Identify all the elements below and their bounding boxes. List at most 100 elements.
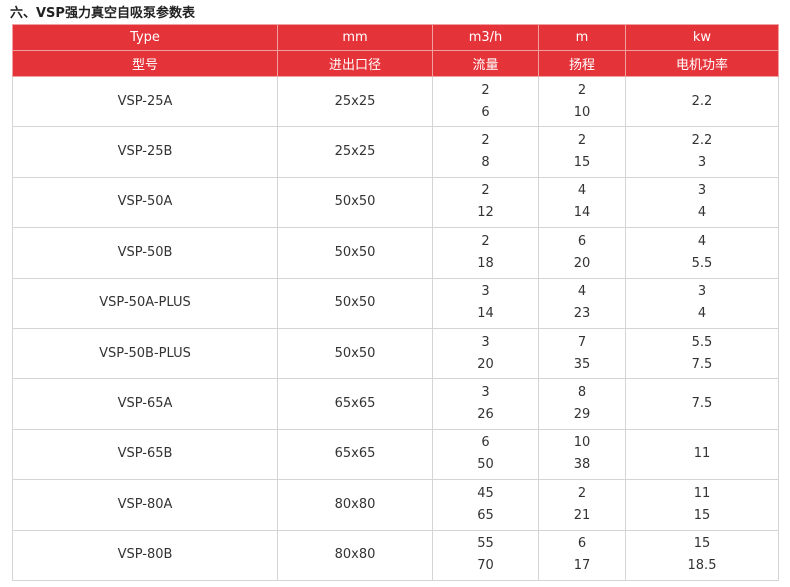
- cell: 3 26: [432, 378, 539, 430]
- cell-line: 3: [697, 155, 707, 171]
- cell-line: VSP-65B: [117, 446, 173, 462]
- cell-line: 7.5: [691, 396, 713, 412]
- cell-line: 2: [577, 133, 587, 149]
- cell: 50x50: [277, 327, 433, 380]
- cell: 50x50: [277, 227, 433, 279]
- cell-line: 65x65: [334, 446, 376, 462]
- cell-line: 65x65: [334, 396, 376, 412]
- cell: 80x80: [277, 479, 433, 531]
- cell-line: 2: [481, 82, 490, 98]
- cell-line: 7.5: [691, 356, 713, 372]
- cell-line: 21: [573, 507, 591, 523]
- cell: VSP-80A: [12, 479, 278, 531]
- cell: 45 65: [432, 479, 539, 531]
- cell-line: 12: [477, 205, 494, 221]
- cell-line: 6: [577, 233, 587, 249]
- cell-line: 3: [481, 385, 490, 401]
- cell-line: 5.5: [691, 334, 713, 350]
- cell-line: 20: [477, 356, 494, 372]
- cell: 2.2 3: [625, 126, 779, 178]
- cell: 7.5: [625, 378, 779, 430]
- cell: 5.5 7.5: [625, 327, 779, 380]
- cell-line: 3: [697, 183, 707, 199]
- cell-line: 10: [573, 435, 591, 451]
- header-cell: m3/h: [432, 24, 539, 51]
- cell: 3 14: [432, 277, 539, 329]
- cell: VSP-65B: [12, 428, 278, 481]
- cell-line: 4: [697, 205, 707, 221]
- cell: 65x65: [277, 378, 433, 430]
- cell: 2 18: [432, 227, 539, 279]
- data-row: VSP-25A 25x25 2 6 2 10 2.2: [12, 75, 779, 128]
- cell-line: 4: [577, 183, 587, 199]
- cell-line: 50: [477, 457, 494, 473]
- cell-line: 26: [477, 407, 494, 423]
- data-row: VSP-65A 65x65 3 26 8 29 7.5: [12, 378, 779, 430]
- cell: VSP-65A: [12, 378, 278, 430]
- cell-line: 35: [573, 356, 591, 372]
- header-cell: 电机功率: [625, 50, 779, 77]
- cell: 2 10: [538, 75, 626, 128]
- cell-line: VSP-80A: [117, 496, 173, 512]
- cell-line: 11: [693, 485, 711, 501]
- cell: 2 12: [432, 176, 539, 229]
- cell-line: 50x50: [334, 244, 376, 260]
- cell-line: 38: [573, 457, 591, 473]
- cell-line: 25x25: [334, 144, 376, 160]
- cell-line: 15: [693, 536, 711, 552]
- cell-line: 2: [481, 183, 490, 199]
- cell: 2 21: [538, 479, 626, 531]
- cell-line: 29: [573, 407, 591, 423]
- cell: 6 20: [538, 227, 626, 279]
- cell: 4 14: [538, 176, 626, 229]
- cell-line: 5.5: [691, 255, 713, 271]
- cell-line: VSP-80B: [117, 547, 173, 563]
- cell-line: 50x50: [334, 194, 376, 210]
- cell-line: 8: [577, 385, 587, 401]
- cell: 3 20: [432, 327, 539, 380]
- cell: VSP-50B: [12, 227, 278, 279]
- title: 六、VSP强力真空自吸泵参数表: [10, 6, 195, 21]
- data-row: VSP-50A 50x50 2 12 4 14 3 4: [12, 176, 779, 229]
- cell-line: 15: [693, 507, 711, 523]
- cell-line: 11: [693, 446, 711, 462]
- cell-line: VSP-65A: [117, 396, 173, 412]
- cell: 50x50: [277, 176, 433, 229]
- cell-line: 6: [481, 435, 490, 451]
- cell: VSP-25A: [12, 75, 278, 128]
- data-row: VSP-25B 25x25 2 8 2 15 2.2 3: [12, 126, 779, 178]
- cell-line: 23: [573, 306, 591, 322]
- header-cell: 扬程: [538, 50, 626, 77]
- cell-line: 80x80: [334, 496, 376, 512]
- cell: VSP-50A: [12, 176, 278, 229]
- cell-line: 10: [573, 104, 591, 120]
- cell-line: 2.2: [691, 133, 713, 149]
- cell-line: 2: [481, 133, 490, 149]
- cell: 6 50: [432, 428, 539, 481]
- cell-line: 4: [697, 306, 707, 322]
- header-cell: 进出口径: [277, 50, 433, 77]
- cell: VSP-50A-PLUS: [12, 277, 278, 329]
- cell-line: VSP-50B: [117, 244, 173, 260]
- cell-line: 2: [577, 485, 587, 501]
- cell-line: 2: [577, 82, 587, 98]
- cell: 4 5.5: [625, 227, 779, 279]
- cell: 8 29: [538, 378, 626, 430]
- cell: VSP-25B: [12, 126, 278, 178]
- cell: 2 15: [538, 126, 626, 178]
- cell: VSP-80B: [12, 529, 278, 581]
- cell: 6 17: [538, 529, 626, 581]
- cell-line: 17: [573, 558, 591, 574]
- cell-line: 7: [577, 334, 587, 350]
- cell-line: VSP-25B: [117, 144, 173, 160]
- cell-line: 50x50: [334, 295, 376, 311]
- cell-line: 2.2: [691, 93, 713, 109]
- cell: 7 35: [538, 327, 626, 380]
- header-cell: m: [538, 24, 626, 51]
- header-cell: kw: [625, 24, 779, 51]
